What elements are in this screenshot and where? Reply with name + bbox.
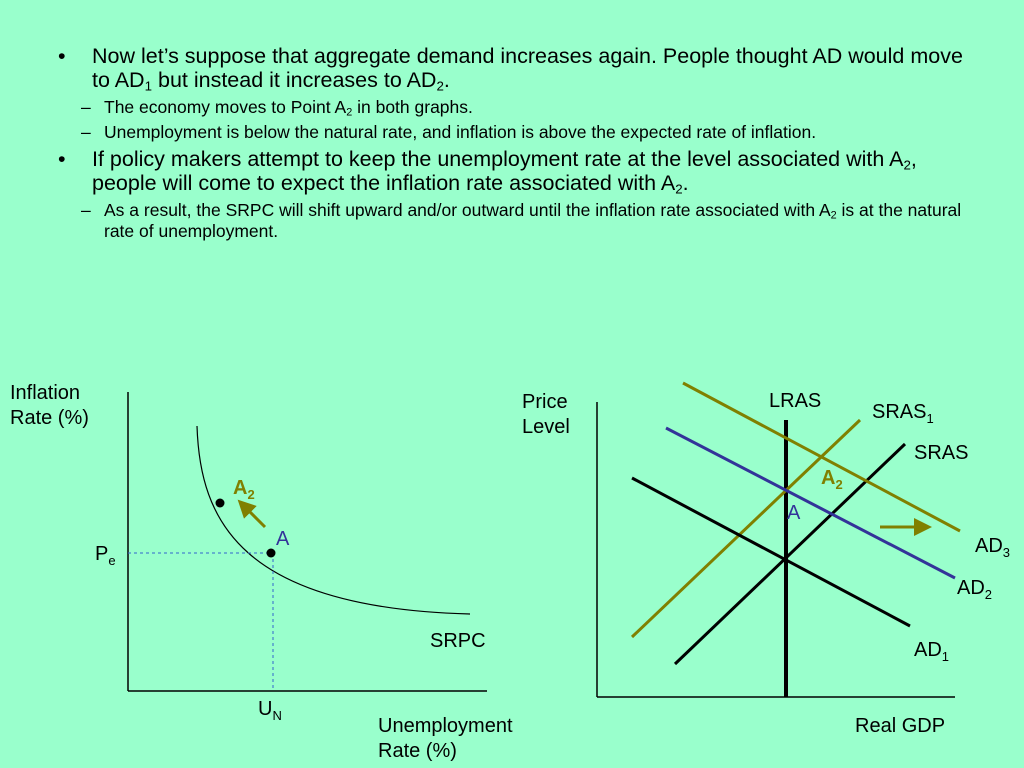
bullet-list: • Now let’s suppose that aggregate deman… [58, 44, 978, 246]
ad3-label: AD3 [975, 535, 1010, 560]
point-a-dot [266, 548, 276, 558]
right-y-label-2: Level [522, 416, 570, 438]
dash-marker: – [81, 122, 91, 142]
left-y-label-2: Rate (%) [10, 407, 89, 429]
right-y-label-1: Price [522, 391, 568, 413]
sras-label: SRAS [914, 442, 968, 464]
right-x-label: Real GDP [855, 715, 945, 737]
right-point-a-label: A [787, 502, 801, 524]
sras-line [673, 442, 907, 666]
right-point-a2-label: A2 [821, 467, 843, 492]
left-y-label-1: Inflation [10, 382, 80, 404]
dash-marker: – [81, 97, 91, 117]
phillips-graph: Inflation Rate (%) Pe UN A A2 SRPC Unemp… [10, 382, 513, 762]
left-x-label-1: Unemployment [378, 715, 513, 737]
bullet-marker: • [58, 147, 66, 171]
bullet-marker: • [58, 44, 66, 68]
sub-bullet-1b: – Unemployment is below the natural rate… [81, 122, 817, 142]
lras-label: LRAS [769, 390, 821, 412]
sras1-label: SRAS1 [872, 401, 934, 426]
un-label: UN [258, 698, 282, 723]
srpc-curve [196, 425, 471, 615]
adas-graph: Price Level LRAS SRAS1 SRAS A2 A AD3 AD2… [522, 381, 1010, 737]
left-x-label-2: Rate (%) [378, 740, 457, 762]
bullet-1: • Now let’s suppose that aggregate deman… [58, 44, 963, 94]
srpc-move-arrow [237, 499, 267, 529]
left-point-a2-label: A2 [233, 477, 255, 502]
left-point-a-label: A [276, 528, 290, 550]
ad1-line [631, 476, 911, 628]
pe-label: Pe [95, 543, 116, 568]
sub-bullet-2a: – As a result, the SRPC will shift upwar… [81, 200, 962, 241]
sras1-line [630, 418, 862, 639]
point-a2-dot [215, 498, 225, 508]
srpc-label: SRPC [430, 630, 486, 652]
bullet-2: • If policy makers attempt to keep the u… [58, 147, 917, 197]
ad2-line [665, 426, 956, 580]
ad2-label: AD2 [957, 577, 992, 602]
ad3-line [682, 381, 961, 533]
sub-bullet-1a: – The economy moves to Point A2 in both … [81, 97, 473, 119]
ad1-label: AD1 [914, 639, 949, 664]
dash-marker: – [81, 200, 91, 220]
